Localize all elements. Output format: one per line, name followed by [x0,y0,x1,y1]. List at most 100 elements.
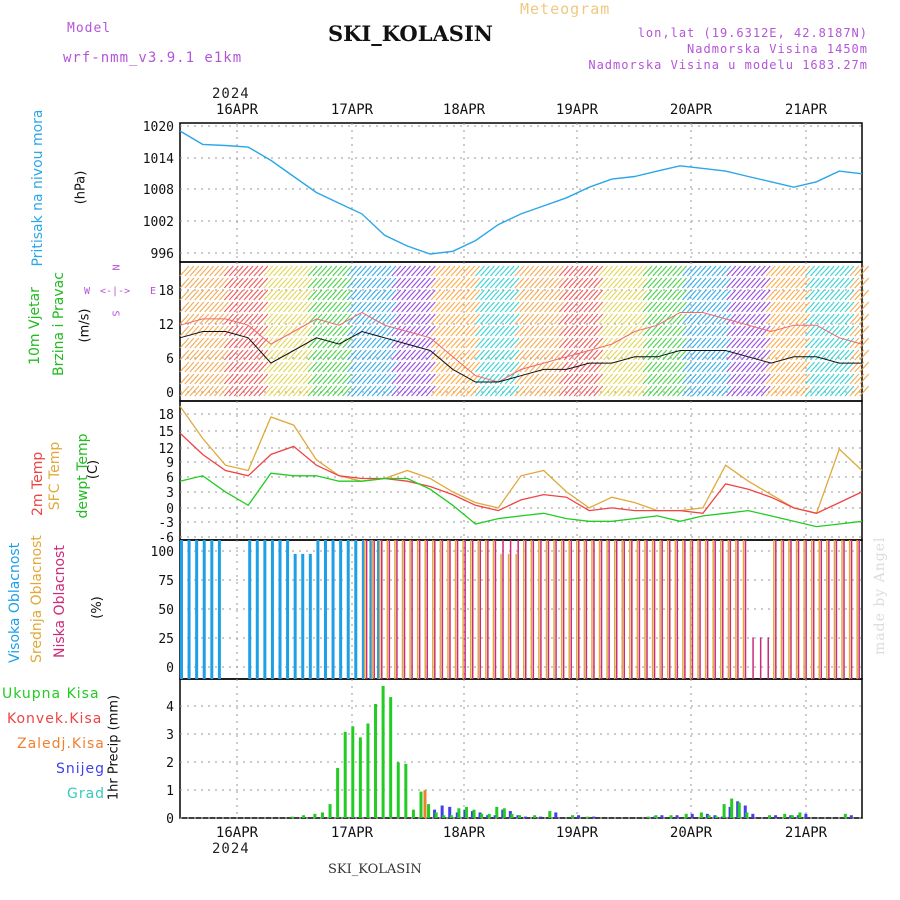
wind-barb [829,301,840,313]
wind-barb [376,313,387,325]
wind-barb [282,277,293,289]
wind-barb [775,325,786,337]
wind-barb [499,337,510,349]
wind-barb [539,289,550,301]
wind-barb [553,361,564,373]
wind-barb [391,301,402,313]
wind-barb [223,289,234,301]
cloud-bar [570,540,572,679]
cloud-bar [401,540,404,679]
wind-barb [332,349,343,361]
y-tick-label: 75 [158,574,174,589]
wind-barb [347,373,357,385]
cloud-bar [729,540,732,679]
wind-barb [573,289,584,301]
cloud-bar [735,540,737,679]
wind-barb [287,361,298,373]
wind-barb [805,385,815,397]
wind-barb [287,337,298,349]
wind-barb [775,313,786,325]
wind-barb [524,277,535,289]
wind-barb [795,265,806,277]
wind-barb [544,313,554,325]
cloud-bar [180,540,183,679]
wind-barb [263,277,274,289]
wind-barb [736,385,747,397]
wind-barb [317,289,328,301]
wind-barb [844,289,855,301]
cloud-bar [615,540,618,679]
wind-barb [199,265,210,277]
wind-barb [524,349,535,361]
cloud-bar [805,540,807,679]
day-label: 16APR [216,825,259,841]
cloud-bar [720,540,722,679]
cloud-bar [381,540,383,679]
meteogram-label: Meteogram [520,0,611,18]
wind-barb [253,289,264,301]
wind-barb [322,289,333,301]
wind-barb [726,265,737,277]
wind-barb [376,361,387,373]
wind-barb [189,301,200,313]
wind-barb [686,313,697,325]
wind-barb [681,313,692,325]
wind-barb [342,277,352,289]
wind-barb [199,373,210,385]
wind-barb [834,349,845,361]
wind-barb [361,301,372,313]
cloud-bar [365,540,368,679]
wind-barb [519,313,530,325]
wind-barb [780,349,791,361]
wind-barb [745,337,756,349]
sfc-temp-line [179,405,863,515]
wind-barb [460,301,471,313]
wind-barb [859,265,870,277]
wind-barb [745,301,756,313]
wind-barb [519,277,530,289]
wind-barb [622,361,633,373]
wind-barb [425,289,436,301]
precip-bar [539,816,543,818]
wind-barb [307,265,318,277]
wind-barb [539,313,550,325]
wind-barb [307,385,318,397]
wind-barb [356,277,367,289]
precip-bar [737,802,741,818]
precip-bar [722,804,726,818]
wind-barb [494,349,505,361]
wind-barb [179,385,190,397]
wind-barb [391,361,402,373]
wind-barb [701,385,712,397]
wind-barb [667,385,678,397]
wind-barb [741,325,751,337]
wind-barb [790,349,801,361]
wind-barb [356,337,367,349]
wind-barb [425,265,436,277]
wind-barb [529,289,540,301]
wind-barb [214,373,224,385]
wind-barb [322,325,333,337]
wind-barb [263,265,274,277]
wind-barb [342,289,352,301]
wind-barb [578,337,589,349]
cloud-bar [346,540,350,679]
wind-barb [741,313,751,325]
wind-barb [544,385,554,397]
wind-barb [278,337,288,349]
wind-barb [223,337,234,349]
cloud-bar [704,540,707,679]
wind-barb [278,301,288,313]
wind-barb [268,385,279,397]
wind-barb [489,277,500,289]
cloud-bar [712,540,714,679]
wind-barb [361,313,372,325]
wind-barb [539,373,550,385]
wind-barb [258,325,269,337]
wind-barb [194,265,205,277]
wind-barb [302,325,313,337]
precip-bar [783,813,787,818]
wind-barb [568,265,579,277]
cloud-bar [278,540,282,679]
wind-barb [829,277,840,289]
